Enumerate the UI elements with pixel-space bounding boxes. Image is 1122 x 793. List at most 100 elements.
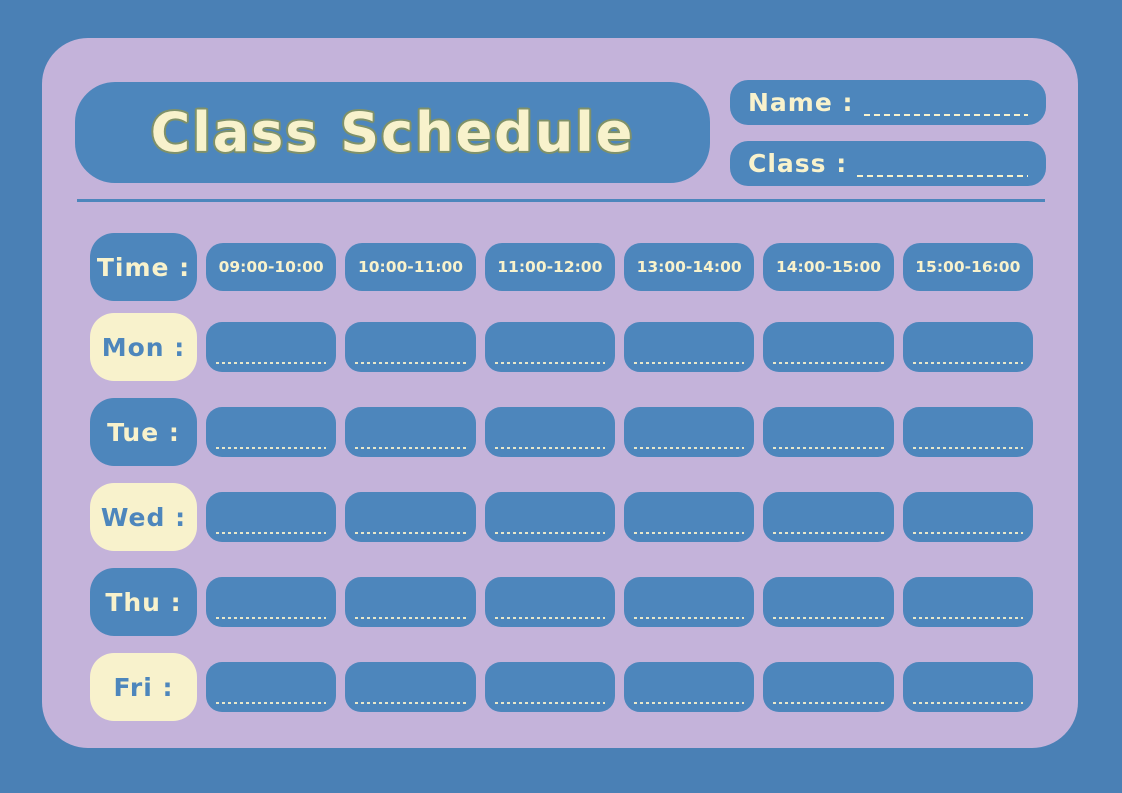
write-in-line — [355, 617, 466, 619]
cell-text — [493, 492, 607, 530]
cell-text — [353, 322, 467, 360]
name-label: Name : — [748, 88, 854, 117]
schedule-cell-fri-3[interactable] — [484, 662, 615, 712]
time-header-text: Time : — [96, 252, 191, 282]
write-in-line — [355, 447, 466, 449]
schedule-cell-thu-2[interactable] — [345, 577, 476, 627]
write-in-line — [494, 702, 605, 704]
schedule-cell-fri-6[interactable] — [902, 662, 1033, 712]
write-in-line — [912, 447, 1023, 449]
schedule-cell-wed-1[interactable] — [206, 492, 337, 542]
time-slot-header: 14:00-15:00 — [763, 243, 894, 291]
time-slot-text: 13:00-14:00 — [636, 258, 742, 276]
cell-text — [214, 577, 328, 615]
title-box: Class Schedule — [75, 82, 710, 183]
cell-text — [911, 577, 1025, 615]
class-field: Class : — [730, 141, 1046, 186]
day-label-text: Thu : — [105, 587, 182, 617]
cell-text — [353, 407, 467, 445]
write-in-line — [355, 362, 466, 364]
schedule-cell-mon-3[interactable] — [484, 322, 615, 372]
schedule-cell-thu-3[interactable] — [484, 577, 615, 627]
cell-text — [353, 492, 467, 530]
name-input-line[interactable] — [863, 114, 1028, 116]
cell-text — [353, 662, 467, 700]
day-label-mon: Mon : — [90, 313, 197, 381]
write-in-line — [494, 532, 605, 534]
day-label-fri: Fri : — [90, 653, 197, 721]
cell-text — [632, 407, 746, 445]
time-slot-header: 10:00-11:00 — [345, 243, 476, 291]
write-in-line — [633, 617, 745, 619]
cell-text — [493, 407, 607, 445]
day-label-wed: Wed : — [90, 483, 197, 551]
cell-text — [632, 577, 746, 615]
time-slot-text: 15:00-16:00 — [915, 258, 1021, 276]
write-in-line — [216, 532, 327, 534]
time-slot-text: 14:00-15:00 — [775, 258, 882, 276]
time-slot-text: 09:00-10:00 — [218, 258, 324, 276]
schedule-cell-wed-5[interactable] — [763, 492, 894, 542]
schedule-cell-fri-2[interactable] — [345, 662, 476, 712]
cell-text — [771, 407, 885, 445]
cell-text — [493, 322, 607, 360]
cell-text — [911, 322, 1025, 360]
cell-text — [214, 407, 328, 445]
schedule-cell-wed-3[interactable] — [484, 492, 615, 542]
day-label-text: Wed : — [100, 502, 187, 532]
time-slot-header: 09:00-10:00 — [206, 243, 337, 291]
schedule-grid: Mon : Tue : — [90, 313, 1033, 721]
cell-text — [632, 492, 746, 530]
write-in-line — [633, 447, 745, 449]
schedule-cell-tue-2[interactable] — [345, 407, 476, 457]
cell-text — [214, 662, 328, 700]
schedule-cell-fri-1[interactable] — [206, 662, 337, 712]
schedule-cell-fri-5[interactable] — [763, 662, 894, 712]
schedule-cell-wed-4[interactable] — [623, 492, 755, 542]
day-label-tue: Tue : — [90, 398, 197, 466]
write-in-line — [773, 702, 884, 704]
schedule-cell-thu-5[interactable] — [763, 577, 894, 627]
cell-text — [911, 492, 1025, 530]
cell-text — [493, 577, 607, 615]
write-in-line — [773, 362, 884, 364]
schedule-panel: Class Schedule Name : Class : Time : 09:… — [42, 38, 1078, 748]
schedule-cell-thu-6[interactable] — [902, 577, 1033, 627]
schedule-cell-mon-1[interactable] — [206, 322, 337, 372]
write-in-line — [912, 362, 1023, 364]
write-in-line — [912, 702, 1023, 704]
schedule-cell-tue-1[interactable] — [206, 407, 337, 457]
time-header-row: Time : 09:00-10:00 10:00-11:00 11:00-12:… — [90, 233, 1033, 301]
write-in-line — [216, 447, 327, 449]
cell-text — [771, 322, 885, 360]
schedule-cell-mon-6[interactable] — [902, 322, 1033, 372]
schedule-cell-mon-4[interactable] — [623, 322, 755, 372]
schedule-cell-mon-2[interactable] — [345, 322, 476, 372]
day-label-text: Fri : — [113, 672, 174, 702]
schedule-cell-wed-6[interactable] — [902, 492, 1033, 542]
cell-text — [353, 577, 467, 615]
class-label: Class : — [748, 149, 848, 178]
schedule-cell-thu-1[interactable] — [206, 577, 337, 627]
cell-text — [214, 322, 328, 360]
schedule-cell-thu-4[interactable] — [623, 577, 755, 627]
schedule-cell-tue-5[interactable] — [763, 407, 894, 457]
write-in-line — [633, 362, 745, 364]
write-in-line — [773, 617, 884, 619]
schedule-cell-mon-5[interactable] — [763, 322, 894, 372]
write-in-line — [494, 362, 605, 364]
schedule-cell-tue-6[interactable] — [902, 407, 1033, 457]
schedule-cell-wed-2[interactable] — [345, 492, 476, 542]
schedule-cell-tue-3[interactable] — [484, 407, 615, 457]
schedule-cell-fri-4[interactable] — [623, 662, 755, 712]
day-label-text: Tue : — [107, 417, 180, 447]
name-field: Name : — [730, 80, 1046, 125]
schedule-cell-tue-4[interactable] — [623, 407, 755, 457]
cell-text — [771, 662, 885, 700]
write-in-line — [773, 532, 884, 534]
cell-text — [632, 662, 746, 700]
write-in-line — [773, 447, 884, 449]
cell-text — [771, 577, 885, 615]
time-slot-text: 11:00-12:00 — [497, 258, 603, 276]
class-input-line[interactable] — [857, 175, 1028, 177]
